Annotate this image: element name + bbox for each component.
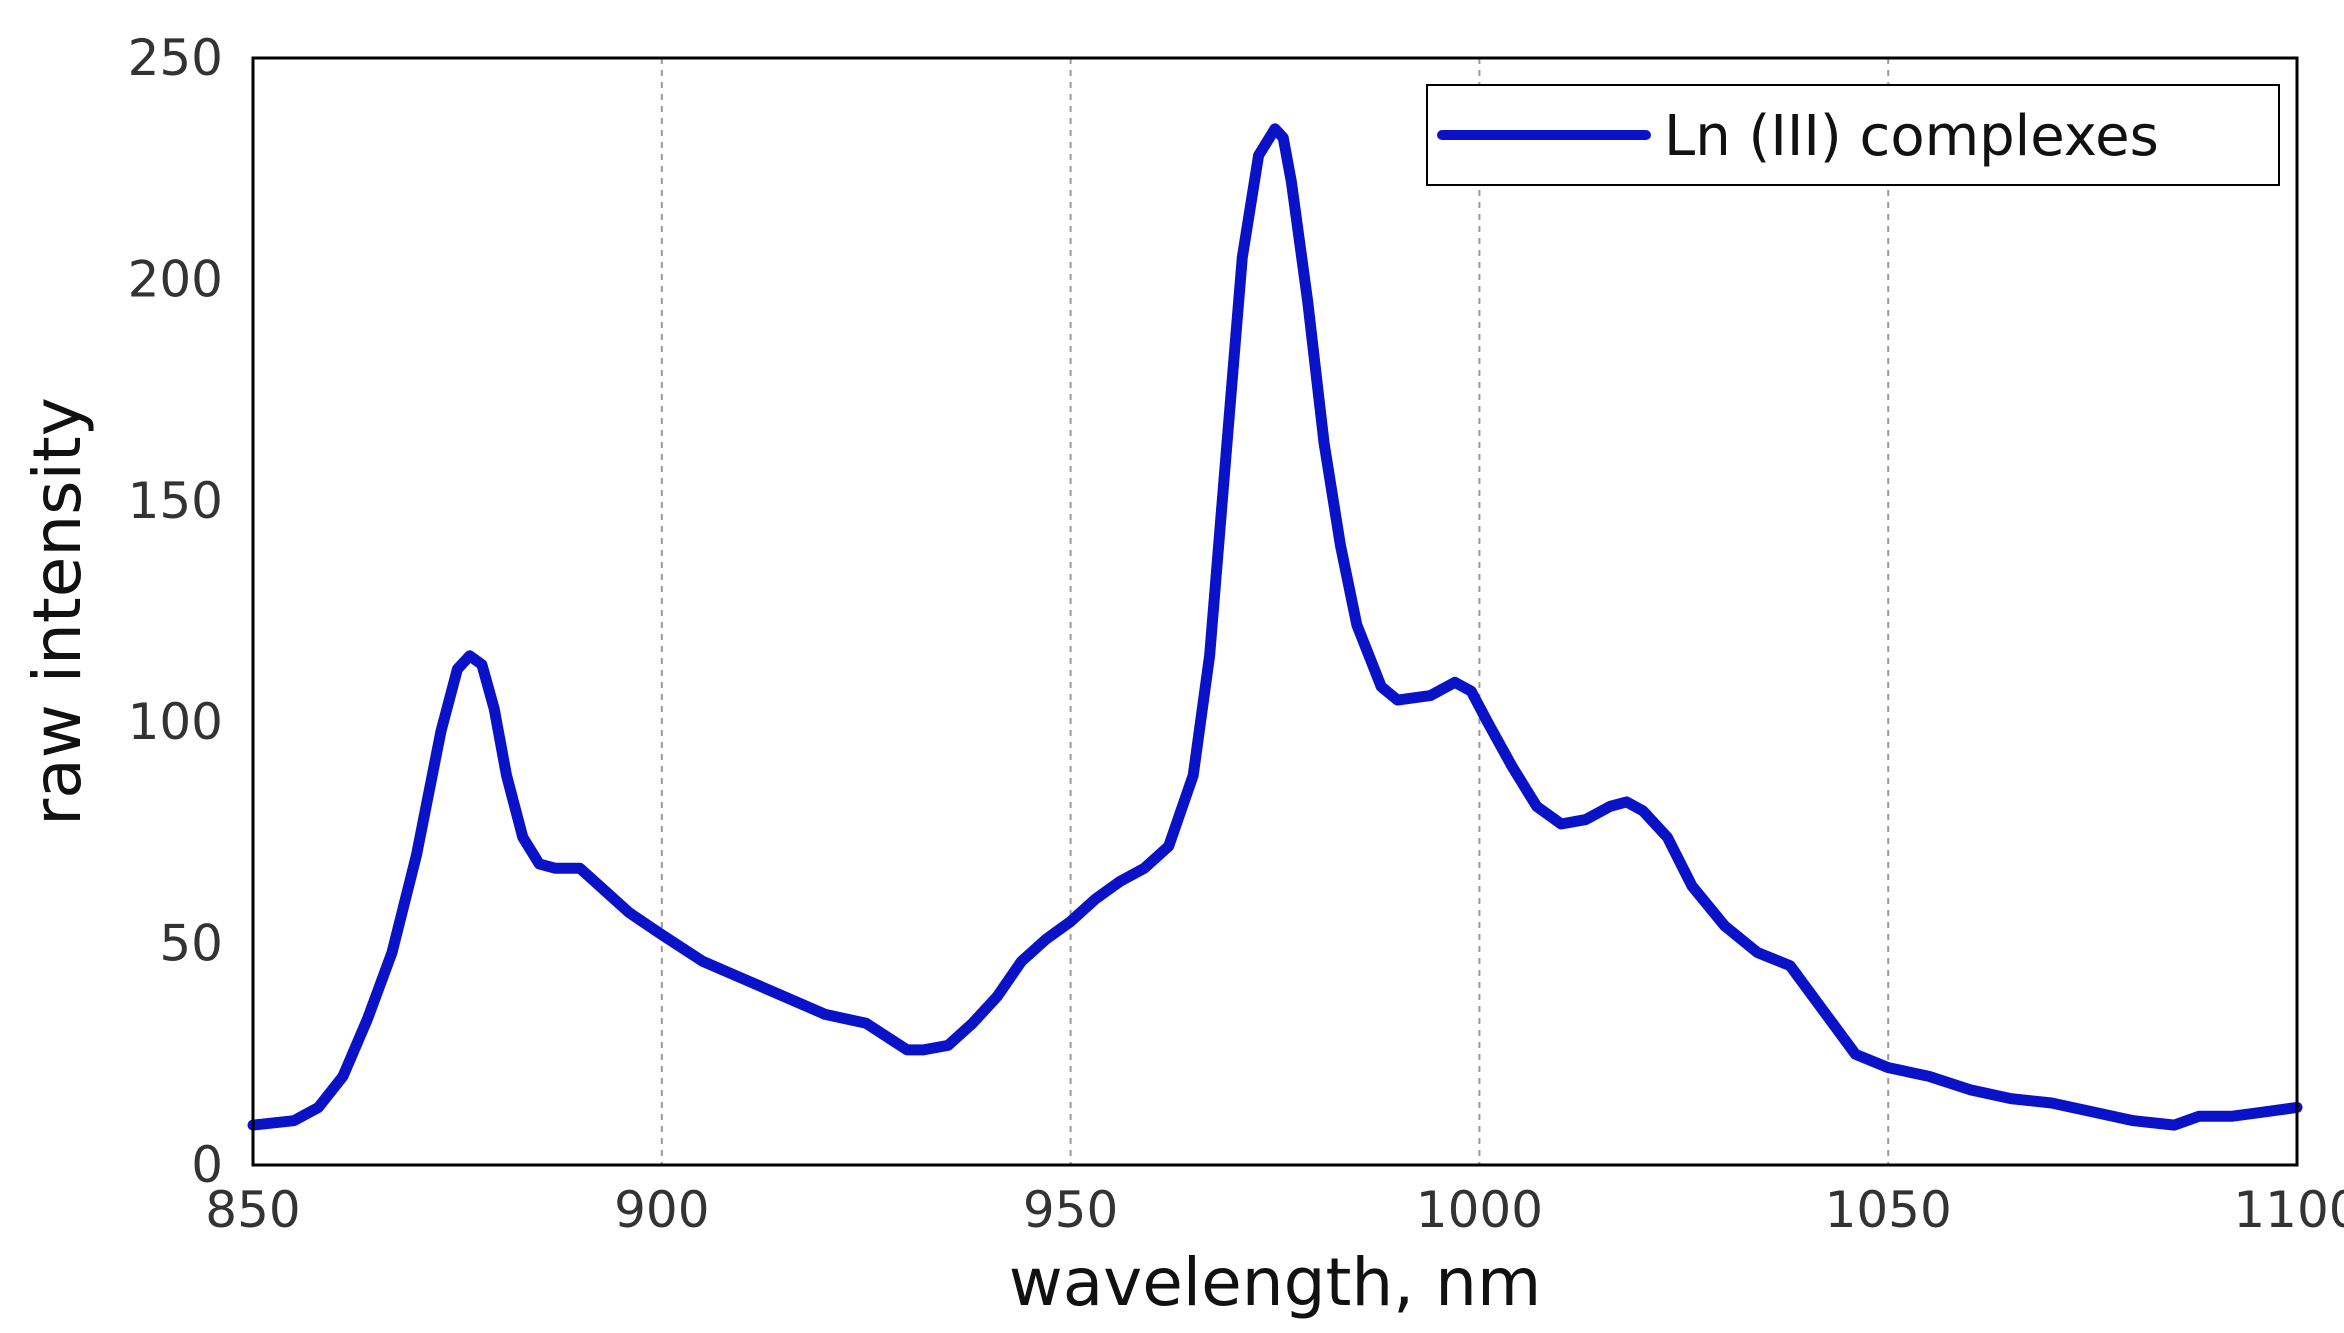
legend-box <box>1426 84 2280 186</box>
gridlines <box>660 58 1890 1165</box>
legend: Ln (III) complexes <box>1426 84 2280 186</box>
x-tick-label: 850 <box>205 1181 300 1239</box>
y-axis-label: raw intensity <box>19 397 96 826</box>
x-tick-label: 900 <box>614 1181 709 1239</box>
y-tick-label: 0 <box>191 1136 223 1194</box>
series-line-0 <box>247 123 2303 1131</box>
x-tick-label: 1000 <box>1416 1181 1543 1239</box>
x-tick-label: 950 <box>1023 1181 1118 1239</box>
y-tick-label: 250 <box>128 29 223 87</box>
y-tick-label: 150 <box>128 472 223 530</box>
y-tick-label: 200 <box>128 250 223 308</box>
series-layer <box>247 123 2303 1131</box>
x-tick-label: 1050 <box>1825 1181 1952 1239</box>
x-axis-label: wavelength, nm <box>1009 1244 1542 1321</box>
y-tick-label: 100 <box>128 693 223 751</box>
plot-area-frame <box>251 56 2299 1167</box>
y-tick-label: 50 <box>159 915 223 973</box>
legend-label: Ln (III) complexes <box>1664 104 2159 169</box>
